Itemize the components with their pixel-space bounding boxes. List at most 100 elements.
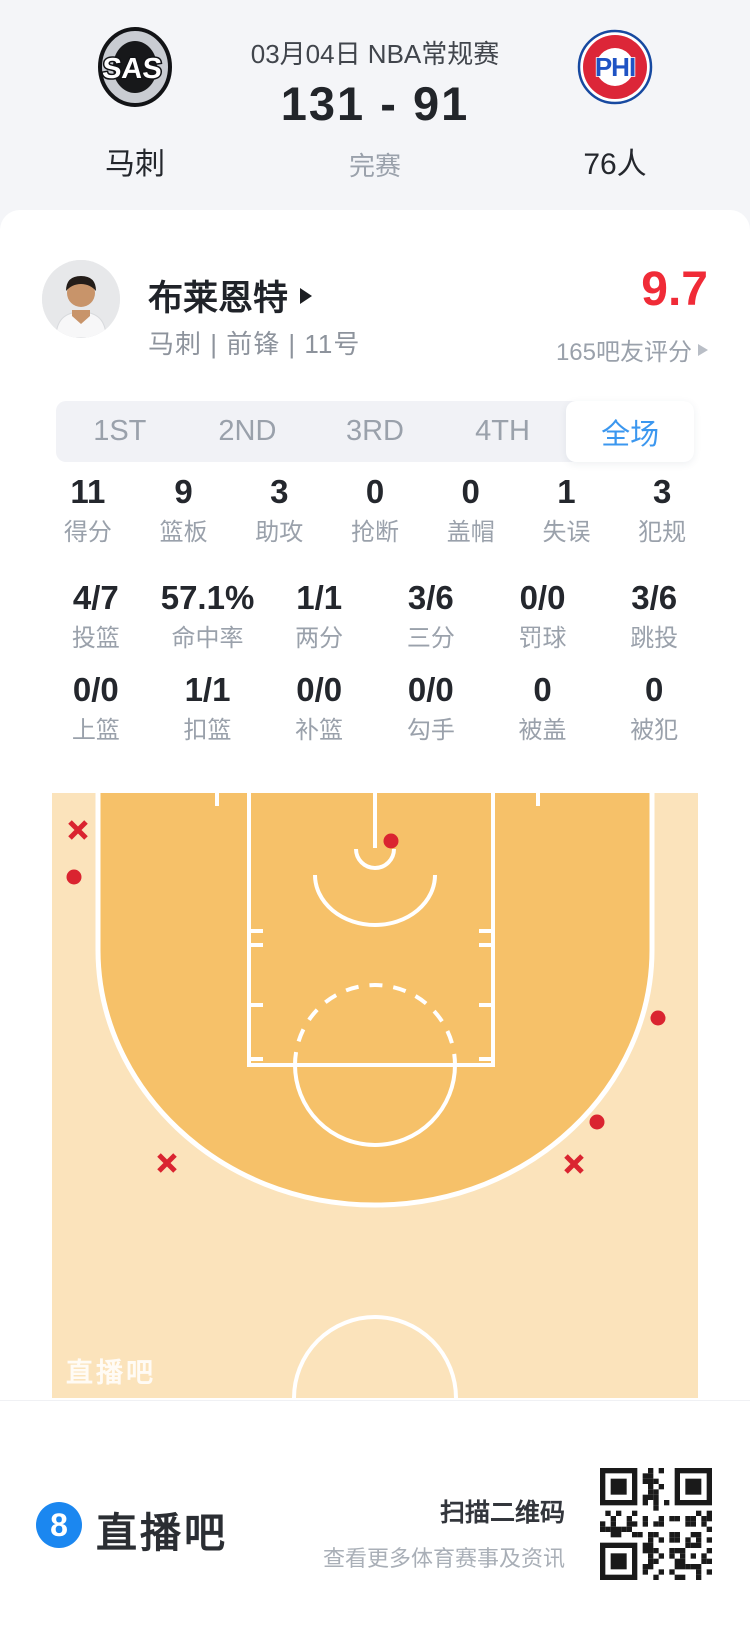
stat-label: 得分 [63,519,112,546]
stat-cell-扣篮: 1/1 扣篮 [152,670,264,746]
player-card: 布莱恩特 马刺 | 前锋 | 11号 9.7 165吧友评分 1ST 2ND 3RD… [0,210,750,1400]
qr-code [600,1468,712,1580]
stat-cell-失误: 1 失误 [519,472,615,548]
stat-value: 0 [533,671,552,708]
away-team-name: 76人 [583,148,647,181]
rating-votes-label: 165吧友评分 [555,339,692,366]
court-drawing [52,793,698,1398]
stat-label: 篮板 [159,519,208,546]
spurs-logo-icon: SAS [98,27,172,107]
stat-label: 犯规 [638,519,687,546]
stats-row-shooting: 4/7 投篮 57.1% 命中率 1/1 两分 3/6 三分 0/0 罚球 3/6 跳投 [40,578,710,654]
stat-cell-被犯: 0 被犯 [598,670,710,746]
tab-1ST[interactable]: 1ST [93,415,147,447]
match-status: 完赛 [348,151,401,181]
stats-row-shot-types: 0/0 上篮 1/1 扣篮 0/0 补篮 0/0 勾手 0 被盖 0 被犯 [40,670,710,746]
made-shot-marker [589,1114,605,1130]
stat-cell-罚球: 0/0 罚球 [487,578,599,654]
made-shot-marker [383,833,399,849]
home-team: SAS 马刺 [55,27,215,183]
stat-value: 0 [461,473,480,510]
court-inside-arc-area [98,793,652,1205]
player-name-link[interactable]: 布莱恩特 [148,270,313,321]
home-abbr: SAS [101,53,163,85]
stat-cell-跳投: 3/6 跳投 [598,578,710,654]
free-throw-circle-solid [293,1064,457,1147]
stat-value: 0/0 [519,579,566,616]
stat-cell-被盖: 0 被盖 [487,670,599,746]
court-watermark: 直播吧 [66,1358,156,1388]
missed-shot-marker [564,1154,584,1174]
court-lines [95,793,655,1398]
stat-cell-犯规: 3 犯规 [614,472,710,548]
stat-label: 跳投 [630,625,679,652]
stat-cell-勾手: 0/0 勾手 [375,670,487,746]
stat-label: 补篮 [295,717,344,744]
match-header: SAS 马刺 03月04日 NBA常规赛 131 - 91 完赛 PHI 76人 [0,0,750,230]
stat-cell-两分: 1/1 两分 [263,578,375,654]
stat-label: 抢断 [351,519,400,546]
stat-value: 3 [652,473,672,510]
stat-cell-三分: 3/6 三分 [375,578,487,654]
free-throw-circle-dashed [293,983,457,1066]
stat-value: 0/0 [296,671,343,708]
shot-markers [66,820,666,1174]
stat-value: 0 [365,473,385,510]
stat-label: 盖帽 [446,519,495,546]
made-shot-marker [66,869,82,885]
stat-cell-命中率: 57.1% 命中率 [152,578,264,654]
stat-label: 助攻 [255,519,304,546]
stat-label: 上篮 [71,717,120,744]
brand-name: 直播吧 [96,1510,228,1556]
missed-shot-marker [68,820,88,840]
stat-cell-得分: 11 得分 [40,472,136,548]
away-team: PHI 76人 [535,27,695,183]
made-shot-marker [650,1010,666,1026]
stat-label: 三分 [406,625,455,652]
app-footer: 8 直播吧 扫描二维码 查看更多体育赛事及资讯 [0,1400,750,1629]
stat-value: 57.1% [160,579,255,616]
stat-cell-上篮: 0/0 上篮 [40,670,152,746]
stat-value: 3/6 [631,579,678,616]
stat-label: 扣篮 [183,717,232,744]
tab-2ND[interactable]: 2ND [218,415,277,447]
lane-hash-marks [249,929,493,1061]
match-date-title: 03月04日 NBA常规赛 [250,39,500,69]
match-score: 131 - 91 [280,77,470,130]
away-abbr: PHI [595,52,635,82]
stat-value: 1/1 [184,671,231,708]
stats-row-basic: 11 得分 9 篮板 3 助攻 0 抢断 0 盖帽 1 失误 3 犯规 [40,472,710,548]
stat-label: 勾手 [406,717,455,744]
tab-全场[interactable]: 全场 [566,401,694,462]
stat-value: 1 [557,473,576,510]
missed-shot-marker [157,1153,177,1173]
sixers-logo-icon: PHI [577,29,653,105]
player-meta: 马刺 | 前锋 | 11号 [148,329,361,359]
tab-3RD[interactable]: 3RD [345,415,404,447]
restricted-area-arc [313,874,437,927]
rim-arc [354,848,396,870]
stat-cell-盖帽: 0 盖帽 [423,472,519,548]
stat-value: 0/0 [72,671,119,708]
stat-label: 失误 [542,519,591,546]
stat-cell-抢断: 0 抢断 [327,472,423,548]
home-team-name: 马刺 [105,148,165,181]
baseline-hash-marks [215,793,540,806]
stat-cell-补篮: 0/0 补篮 [263,670,375,746]
chevron-right-icon [300,287,313,304]
player-photo [42,260,120,338]
player-avatar[interactable] [42,260,120,338]
stat-label: 命中率 [171,625,244,652]
tab-4TH[interactable]: 4TH [475,415,530,447]
rating-votes-link[interactable]: 165吧友评分 [556,332,708,367]
stat-cell-投篮: 4/7 投篮 [40,578,152,654]
period-tabbar: 1ST 2ND 3RD 4TH 全场 [56,401,694,462]
stat-value: 11 [70,473,106,510]
stat-label: 被盖 [518,717,567,744]
shot-chart-court: 直播吧 [52,793,698,1398]
stat-value: 1/1 [296,579,343,616]
stat-label: 被犯 [630,717,679,744]
player-name: 布莱恩特 [148,279,289,318]
qr-caption: 扫描二维码 查看更多体育赛事及资讯 [323,1493,565,1573]
